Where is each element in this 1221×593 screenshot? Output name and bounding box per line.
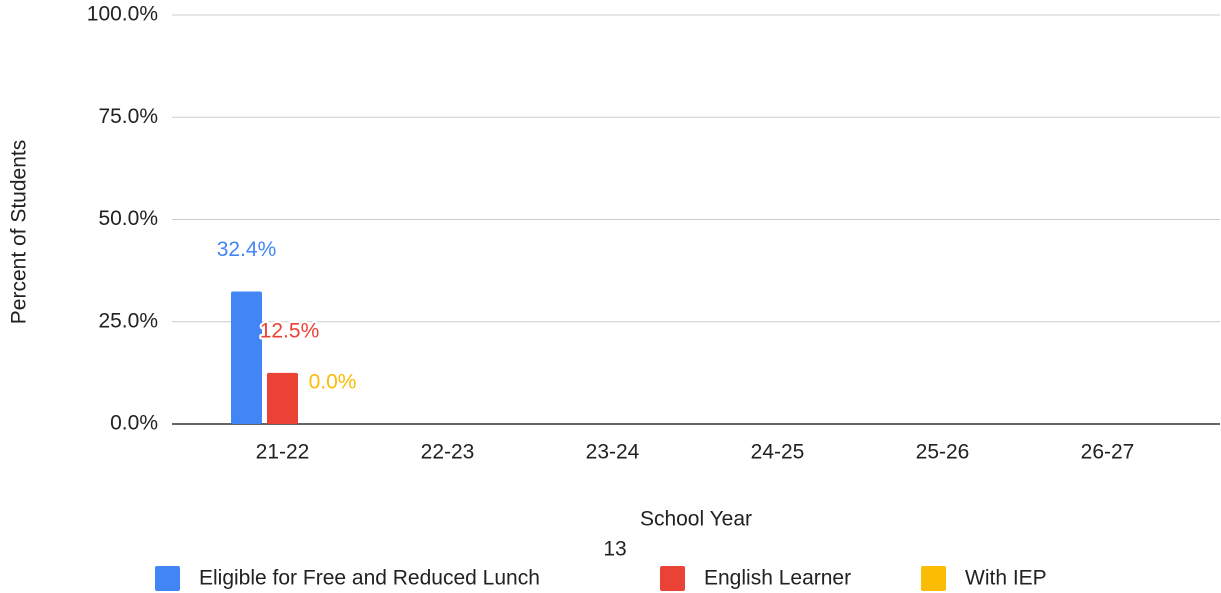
y-tick-label: 25.0% [98,309,158,332]
legend-swatch [155,566,180,591]
y-tick-label: 0.0% [110,412,158,435]
legend-label: English Learner [704,567,851,590]
legend-label: With IEP [965,567,1047,590]
y-tick-label: 100.0% [87,3,158,26]
page-number: 13 [603,538,626,561]
bar [267,372,298,424]
x-tick-label: 23-24 [586,441,640,464]
data-label: 12.5% [260,319,320,342]
x-tick-label: 24-25 [751,441,805,464]
legend-swatch [660,566,685,591]
legend-label: Eligible for Free and Reduced Lunch [199,567,540,590]
y-tick-label: 75.0% [98,105,158,128]
x-tick-label: 22-23 [421,441,475,464]
x-axis-title: School Year [640,508,752,531]
bar [231,291,262,424]
legend-swatch [921,566,946,591]
data-label: 32.4% [217,238,277,261]
data-label: 0.0% [309,371,357,394]
y-tick-label: 50.0% [98,207,158,230]
x-tick-label: 21-22 [256,441,310,464]
x-tick-label: 25-26 [916,441,970,464]
x-tick-label: 26-27 [1081,441,1135,464]
y-axis-title: Percent of Students [8,140,31,324]
